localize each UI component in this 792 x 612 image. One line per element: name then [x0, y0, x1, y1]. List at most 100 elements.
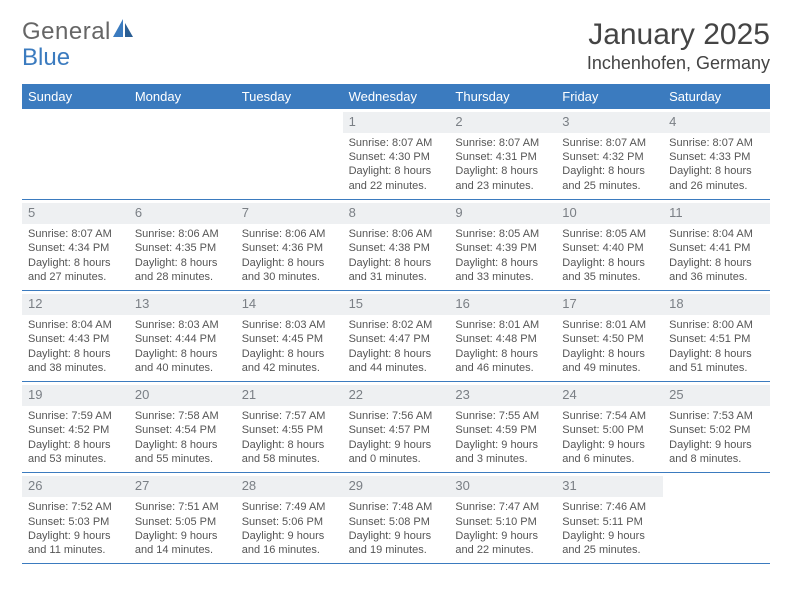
logo: General	[22, 18, 135, 46]
daylight-text-2: and 51 minutes.	[669, 361, 764, 375]
daylight-text-2: and 16 minutes.	[242, 543, 337, 557]
daylight-text-2: and 0 minutes.	[349, 452, 444, 466]
sunrise-text: Sunrise: 7:52 AM	[28, 500, 123, 514]
daylight-text-1: Daylight: 8 hours	[455, 256, 550, 270]
sunrise-text: Sunrise: 8:06 AM	[242, 227, 337, 241]
sunset-text: Sunset: 4:50 PM	[562, 332, 657, 346]
weekday-header: Monday	[129, 84, 236, 109]
sunset-text: Sunset: 4:44 PM	[135, 332, 230, 346]
calendar-cell: 13Sunrise: 8:03 AMSunset: 4:44 PMDayligh…	[129, 291, 236, 382]
calendar-cell: 16Sunrise: 8:01 AMSunset: 4:48 PMDayligh…	[449, 291, 556, 382]
calendar-cell: 5Sunrise: 8:07 AMSunset: 4:34 PMDaylight…	[22, 200, 129, 291]
sunset-text: Sunset: 5:06 PM	[242, 515, 337, 529]
sunset-text: Sunset: 5:00 PM	[562, 423, 657, 437]
daylight-text-2: and 58 minutes.	[242, 452, 337, 466]
day-number: 10	[556, 203, 663, 224]
daylight-text-1: Daylight: 8 hours	[135, 347, 230, 361]
calendar-cell: 30Sunrise: 7:47 AMSunset: 5:10 PMDayligh…	[449, 473, 556, 564]
sunrise-text: Sunrise: 8:03 AM	[242, 318, 337, 332]
sunset-text: Sunset: 4:54 PM	[135, 423, 230, 437]
daylight-text-1: Daylight: 8 hours	[242, 347, 337, 361]
sunset-text: Sunset: 4:31 PM	[455, 150, 550, 164]
day-number: 7	[236, 203, 343, 224]
weekday-header: Wednesday	[343, 84, 450, 109]
sunrise-text: Sunrise: 8:07 AM	[669, 136, 764, 150]
logo-text-general: General	[22, 18, 111, 46]
calendar-cell: 23Sunrise: 7:55 AMSunset: 4:59 PMDayligh…	[449, 382, 556, 473]
sunset-text: Sunset: 4:41 PM	[669, 241, 764, 255]
daylight-text-1: Daylight: 8 hours	[455, 347, 550, 361]
sunset-text: Sunset: 5:11 PM	[562, 515, 657, 529]
sunrise-text: Sunrise: 7:51 AM	[135, 500, 230, 514]
daylight-text-2: and 53 minutes.	[28, 452, 123, 466]
sunrise-text: Sunrise: 8:02 AM	[349, 318, 444, 332]
day-number	[22, 112, 129, 133]
daylight-text-2: and 33 minutes.	[455, 270, 550, 284]
calendar-cell: 15Sunrise: 8:02 AMSunset: 4:47 PMDayligh…	[343, 291, 450, 382]
calendar-cell: 9Sunrise: 8:05 AMSunset: 4:39 PMDaylight…	[449, 200, 556, 291]
calendar-cell: 18Sunrise: 8:00 AMSunset: 4:51 PMDayligh…	[663, 291, 770, 382]
day-number: 1	[343, 112, 450, 133]
calendar-cell: 22Sunrise: 7:56 AMSunset: 4:57 PMDayligh…	[343, 382, 450, 473]
daylight-text-1: Daylight: 8 hours	[669, 347, 764, 361]
sunset-text: Sunset: 4:30 PM	[349, 150, 444, 164]
daylight-text-1: Daylight: 8 hours	[28, 256, 123, 270]
day-number: 31	[556, 476, 663, 497]
title-block: January 2025 Inchenhofen, Germany	[587, 18, 770, 74]
daylight-text-2: and 28 minutes.	[135, 270, 230, 284]
daylight-text-2: and 26 minutes.	[669, 179, 764, 193]
day-number: 27	[129, 476, 236, 497]
sunset-text: Sunset: 4:47 PM	[349, 332, 444, 346]
calendar-cell: 3Sunrise: 8:07 AMSunset: 4:32 PMDaylight…	[556, 109, 663, 200]
daylight-text-1: Daylight: 8 hours	[669, 164, 764, 178]
calendar-cell: 4Sunrise: 8:07 AMSunset: 4:33 PMDaylight…	[663, 109, 770, 200]
calendar-cell: 17Sunrise: 8:01 AMSunset: 4:50 PMDayligh…	[556, 291, 663, 382]
weekday-header: Thursday	[449, 84, 556, 109]
calendar-cell-blank	[663, 473, 770, 564]
calendar-cell: 6Sunrise: 8:06 AMSunset: 4:35 PMDaylight…	[129, 200, 236, 291]
daylight-text-1: Daylight: 9 hours	[562, 529, 657, 543]
sunset-text: Sunset: 5:08 PM	[349, 515, 444, 529]
calendar-cell: 31Sunrise: 7:46 AMSunset: 5:11 PMDayligh…	[556, 473, 663, 564]
weekday-header: Sunday	[22, 84, 129, 109]
daylight-text-1: Daylight: 9 hours	[455, 438, 550, 452]
daylight-text-2: and 30 minutes.	[242, 270, 337, 284]
day-number: 22	[343, 385, 450, 406]
daylight-text-1: Daylight: 8 hours	[562, 256, 657, 270]
sunrise-text: Sunrise: 7:57 AM	[242, 409, 337, 423]
daylight-text-1: Daylight: 8 hours	[242, 256, 337, 270]
calendar-cell: 19Sunrise: 7:59 AMSunset: 4:52 PMDayligh…	[22, 382, 129, 473]
title-month: January 2025	[587, 18, 770, 51]
daylight-text-1: Daylight: 8 hours	[349, 164, 444, 178]
calendar-cell: 25Sunrise: 7:53 AMSunset: 5:02 PMDayligh…	[663, 382, 770, 473]
calendar-cell: 21Sunrise: 7:57 AMSunset: 4:55 PMDayligh…	[236, 382, 343, 473]
day-number: 29	[343, 476, 450, 497]
sunset-text: Sunset: 4:36 PM	[242, 241, 337, 255]
daylight-text-2: and 44 minutes.	[349, 361, 444, 375]
logo-text-blue: Blue	[22, 44, 70, 72]
calendar-cell: 27Sunrise: 7:51 AMSunset: 5:05 PMDayligh…	[129, 473, 236, 564]
day-number: 21	[236, 385, 343, 406]
logo-sail-icon	[113, 18, 135, 46]
day-number: 11	[663, 203, 770, 224]
calendar-cell: 28Sunrise: 7:49 AMSunset: 5:06 PMDayligh…	[236, 473, 343, 564]
sunrise-text: Sunrise: 7:53 AM	[669, 409, 764, 423]
daylight-text-2: and 3 minutes.	[455, 452, 550, 466]
sunrise-text: Sunrise: 8:05 AM	[455, 227, 550, 241]
sunset-text: Sunset: 4:33 PM	[669, 150, 764, 164]
daylight-text-1: Daylight: 8 hours	[349, 347, 444, 361]
calendar-cell: 11Sunrise: 8:04 AMSunset: 4:41 PMDayligh…	[663, 200, 770, 291]
sunrise-text: Sunrise: 8:05 AM	[562, 227, 657, 241]
daylight-text-1: Daylight: 8 hours	[135, 438, 230, 452]
sunset-text: Sunset: 4:55 PM	[242, 423, 337, 437]
sunrise-text: Sunrise: 7:49 AM	[242, 500, 337, 514]
daylight-text-2: and 46 minutes.	[455, 361, 550, 375]
daylight-text-1: Daylight: 9 hours	[135, 529, 230, 543]
daylight-text-2: and 38 minutes.	[28, 361, 123, 375]
day-number: 26	[22, 476, 129, 497]
daylight-text-2: and 35 minutes.	[562, 270, 657, 284]
sunrise-text: Sunrise: 8:00 AM	[669, 318, 764, 332]
sunset-text: Sunset: 4:40 PM	[562, 241, 657, 255]
day-number: 2	[449, 112, 556, 133]
day-number: 12	[22, 294, 129, 315]
